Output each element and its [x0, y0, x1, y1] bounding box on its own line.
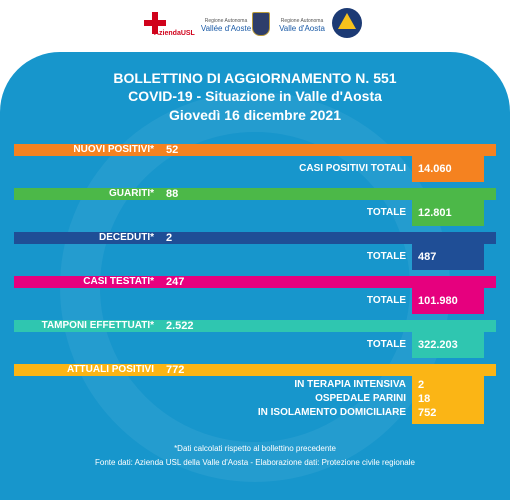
terapia-intensiva-value: 2	[418, 379, 425, 391]
attuali-positivi-value: 772	[166, 364, 185, 376]
ospedale-parini-value: 18	[418, 393, 431, 405]
nuovi-positivi-bar	[14, 144, 496, 156]
usl-logo: AziendaUSL	[140, 8, 195, 44]
usl-logo-text: AziendaUSL	[154, 30, 195, 37]
guariti-total-label: TOTALE	[366, 207, 406, 218]
ospedale-parini-label: OSPEDALE PARINI	[315, 393, 406, 404]
nuovi-positivi-total-bar	[412, 156, 484, 182]
region-big-text-1: Vallée d'Aoste	[200, 24, 252, 33]
attuali-positivi-bar	[14, 364, 496, 376]
deceduti-bar	[14, 232, 496, 244]
deceduti-total-bar	[412, 244, 484, 270]
deceduti-value: 2	[166, 232, 173, 244]
bulletin-subtitle: COVID-19 - Situazione in Valle d'Aosta	[128, 88, 382, 104]
tamponi-total-bar	[412, 332, 484, 358]
guariti-total-value: 12.801	[418, 207, 452, 219]
footnote: *Dati calcolati rispetto al bollettino p…	[174, 444, 336, 453]
tamponi-value: 2.522	[166, 320, 194, 332]
protezione-civile-logo	[330, 6, 364, 44]
red-cross-icon	[144, 12, 166, 34]
casi-testati-total-bar	[412, 288, 484, 314]
source-note: Fonte dati: Azienda USL della Valle d'Ao…	[95, 458, 415, 467]
tamponi-total-label: TOTALE	[366, 339, 406, 350]
nuovi-positivi-label: NUOVI POSITIVI*	[73, 144, 154, 155]
attuali-positivi-breakdown-bar	[412, 376, 484, 424]
isolamento-domiciliare-value: 752	[418, 407, 437, 419]
casi-testati-total-value: 101.980	[418, 295, 458, 307]
nuovi-positivi-value: 52	[166, 144, 179, 156]
region-logo-vallee: Regione Autonoma Vallée d'Aoste	[200, 10, 252, 44]
region-logo-valle: Regione Autonoma Valle d'Aosta	[276, 10, 328, 44]
casi-testati-label: CASI TESTATI*	[83, 276, 154, 287]
bulletin-title: BOLLETTINO DI AGGIORNAMENTO N. 551	[113, 70, 397, 86]
deceduti-total-label: TOTALE	[366, 251, 406, 262]
attuali-positivi-label: ATTUALI POSITIVI	[66, 364, 154, 375]
isolamento-domiciliare-label: IN ISOLAMENTO DOMICILIARE	[257, 407, 406, 418]
casi-testati-value: 247	[166, 276, 185, 288]
shield-icon	[252, 12, 270, 36]
region-big-text-2: Valle d'Aosta	[279, 24, 325, 33]
terapia-intensiva-label: IN TERAPIA INTENSIVA	[294, 379, 406, 390]
casi-positivi-totali-value: 14.060	[418, 163, 452, 175]
casi-testati-bar	[14, 276, 496, 288]
protezione-civile-circle-icon	[332, 8, 362, 38]
tamponi-total-value: 322.203	[418, 339, 458, 351]
region-small-text-1: Regione Autonoma	[204, 18, 248, 24]
guariti-label: GUARITI*	[109, 188, 154, 199]
triangle-icon	[338, 13, 356, 29]
tamponi-label: TAMPONI EFFETTUATI*	[41, 320, 154, 331]
tamponi-bar	[14, 320, 496, 332]
guariti-total-bar	[412, 200, 484, 226]
guariti-value: 88	[166, 188, 179, 200]
header: AziendaUSL Regione Autonoma Vallée d'Aos…	[0, 0, 510, 52]
casi-positivi-totali-label: CASI POSITIVI TOTALI	[299, 163, 406, 174]
deceduti-total-value: 487	[418, 251, 437, 263]
bulletin-panel: BOLLETTINO DI AGGIORNAMENTO N. 551 COVID…	[0, 52, 510, 500]
region-small-text-2: Regione Autonoma	[280, 18, 324, 24]
crest-icon	[252, 6, 270, 44]
bulletin-date: Giovedì 16 dicembre 2021	[169, 107, 341, 123]
guariti-bar	[14, 188, 496, 200]
deceduti-label: DECEDUTI*	[98, 232, 154, 243]
casi-testati-total-label: TOTALE	[366, 295, 406, 306]
